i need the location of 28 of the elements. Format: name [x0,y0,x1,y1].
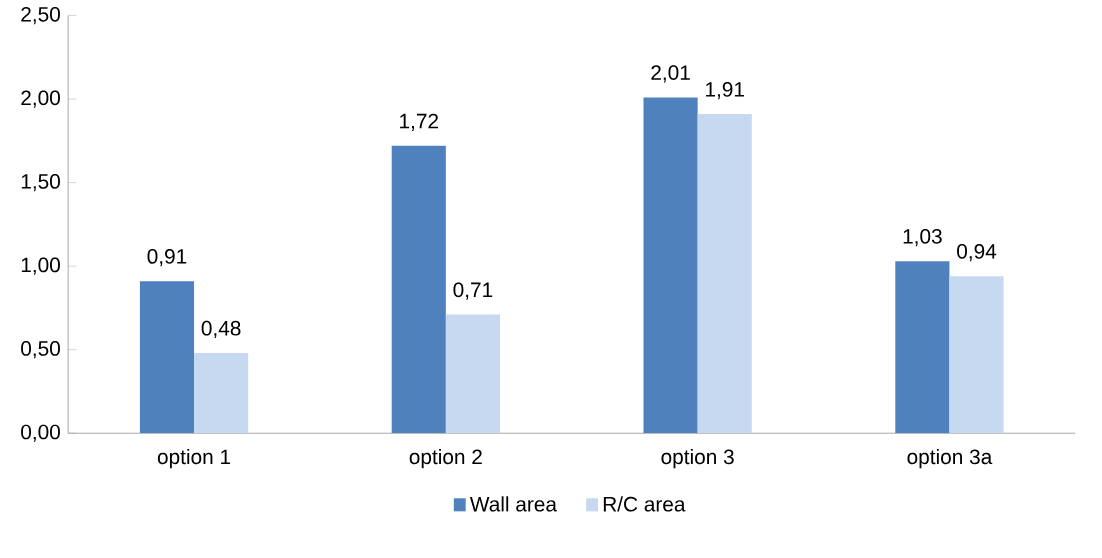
legend-label: R/C area [603,496,686,512]
data-label: 0,48 [201,321,241,339]
y-tick-label: 1,00 [21,257,60,275]
bar [445,314,500,434]
x-tick-label: option 3a [907,449,993,469]
y-tick-label: 1,50 [21,174,60,192]
data-label: 1,91 [706,82,744,100]
bar [643,97,698,434]
data-label: 1,03 [903,229,942,247]
y-tick-label: 2,50 [21,7,60,25]
bar [139,281,195,434]
x-tick-label: option 2 [409,449,482,469]
data-label: 1,72 [400,113,438,132]
data-label: 2,01 [651,65,690,83]
y-tick-label: 0,50 [21,341,60,359]
bar [949,276,1004,434]
data-label: 0,94 [957,244,997,262]
x-tick-label: option 3 [661,449,734,469]
legend-label: Wall area [469,496,557,512]
y-tick-label: 0,00 [21,424,60,443]
x-tick-label: option 1 [157,449,231,469]
bar [697,114,752,434]
bar [391,146,446,434]
data-label: 0,91 [147,249,187,267]
y-tick-label: 2,00 [21,90,60,108]
data-label: 0,71 [453,282,493,300]
bar [194,353,249,434]
bar [895,261,950,434]
